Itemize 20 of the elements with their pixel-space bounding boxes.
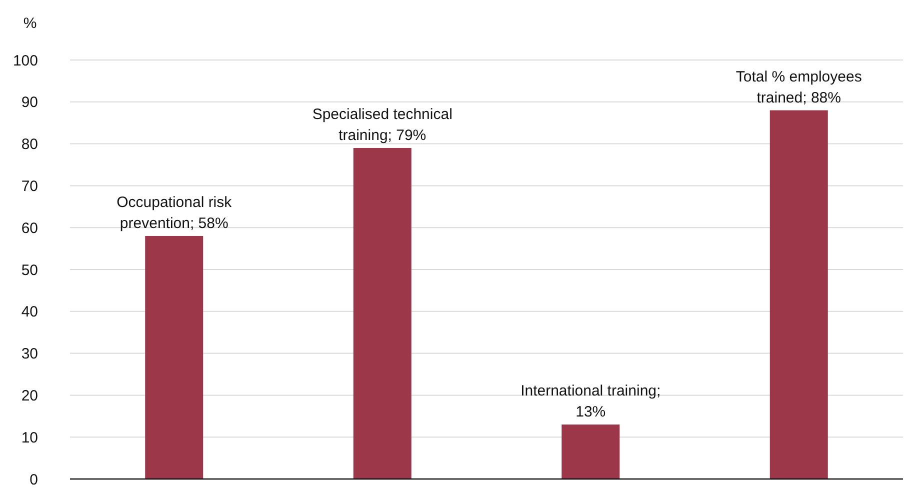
y-axis-title: %	[23, 15, 37, 32]
bar	[770, 110, 828, 479]
data-label: Total % employees trained; 88%	[736, 68, 862, 106]
y-tick-label: 70	[21, 178, 38, 195]
y-tick-label: 100	[12, 52, 38, 70]
y-tick-label: 50	[21, 262, 38, 279]
data-label: Occupational risk prevention; 58%	[116, 194, 232, 232]
y-tick-label: 20	[21, 387, 38, 404]
y-tick-label: 80	[21, 136, 38, 154]
y-tick-label: 30	[21, 346, 38, 363]
bar	[145, 236, 204, 479]
y-tick-label: 40	[21, 304, 38, 321]
y-tick-label: 60	[21, 220, 38, 237]
bar	[353, 148, 412, 479]
data-label: International training; 13%	[520, 382, 661, 421]
bar	[562, 424, 620, 479]
y-tick-label: 90	[21, 94, 38, 112]
y-tick-label: 10	[21, 429, 38, 446]
data-label: Specialised technical training; 79%	[312, 106, 452, 144]
y-tick-label: 0	[30, 471, 38, 488]
